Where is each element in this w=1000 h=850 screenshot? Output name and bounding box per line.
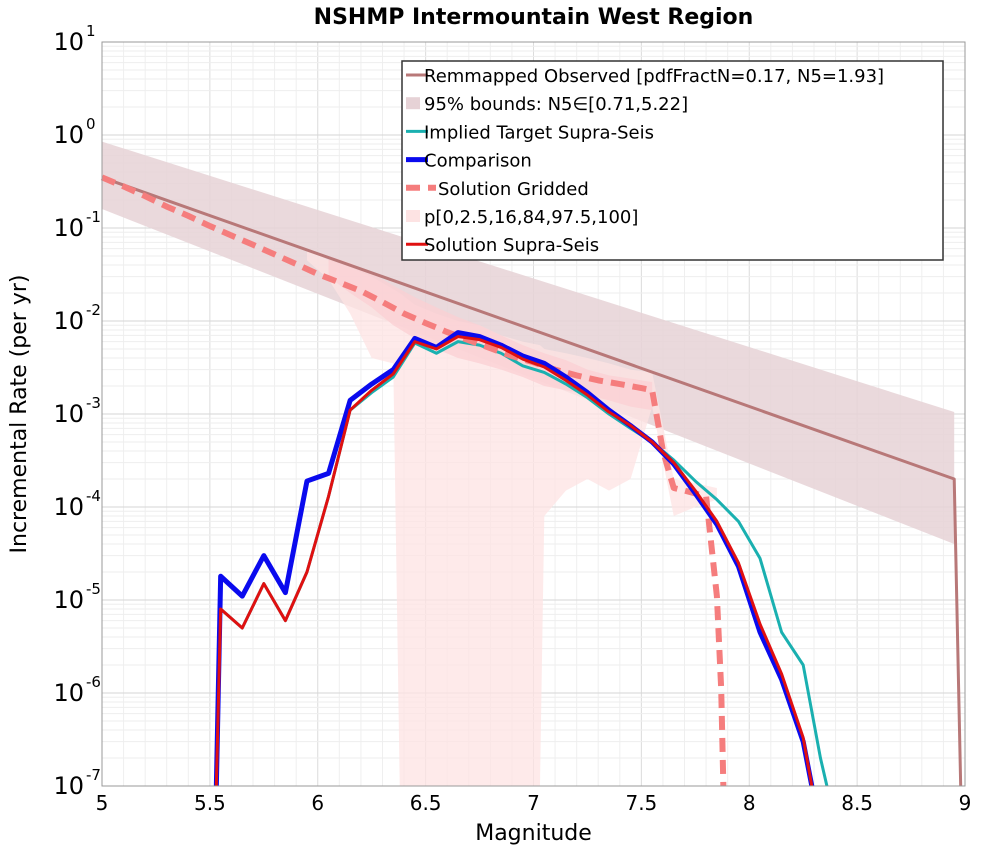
- y-tick-label: 10: [53, 28, 84, 56]
- x-tick-label: 8.5: [841, 791, 873, 815]
- series-line-2: [100, 174, 727, 787]
- legend: Remmapped Observed [pdfFractN=0.17, N5=1…: [401, 60, 944, 261]
- legend-label: Solution Gridded: [438, 179, 589, 200]
- y-tick-exponent: -5: [86, 580, 101, 598]
- legend-label: Remmapped Observed [pdfFractN=0.17, N5=1…: [424, 66, 884, 87]
- y-tick-exponent: -6: [86, 673, 101, 691]
- x-tick-label: 5.5: [194, 791, 226, 815]
- y-tick-label: 10: [53, 121, 84, 149]
- x-tick-label: 5: [96, 791, 109, 815]
- plot-frame: [101, 41, 966, 787]
- x-tick-label: 7.5: [625, 791, 657, 815]
- y-tick-exponent: -4: [86, 487, 101, 505]
- legend-label: 95% bounds: N5∈[0.71,5.22]: [424, 94, 688, 115]
- y-tick-label: 10: [53, 772, 84, 800]
- series-line-4: [214, 335, 814, 787]
- y-tick-exponent: -2: [86, 301, 101, 319]
- x-tick-label: 6.5: [410, 791, 442, 815]
- y-tick-label: 10: [53, 307, 84, 335]
- y-tick-exponent: 0: [86, 115, 96, 133]
- y-tick-label: 10: [53, 214, 84, 242]
- x-axis-title: Magnitude: [475, 821, 592, 846]
- x-tick-label: 8: [743, 791, 756, 815]
- legend-swatch: [406, 210, 420, 222]
- legend-box: [401, 60, 944, 261]
- y-tick-label: 10: [53, 586, 84, 614]
- legend-label: p[0,2.5,16,84,97.5,100]: [424, 207, 638, 228]
- y-tick-exponent: 1: [86, 22, 96, 40]
- y-tick-exponent: -3: [86, 394, 101, 412]
- series-lines: [100, 174, 963, 787]
- y-tick-exponent: -1: [86, 208, 101, 226]
- series-line-0: [101, 175, 963, 787]
- x-tick-label: 7: [527, 791, 540, 815]
- chart-title: NSHMP Intermountain West Region: [314, 5, 754, 30]
- x-tick-label: 6: [311, 791, 324, 815]
- legend-swatch: [406, 97, 420, 110]
- axis-ticks: 5 5.5 6 6.5 7 7.5 8 8.5 910-710-610-510-410 -310-…: [53, 22, 971, 815]
- legend-label: Comparison: [424, 151, 532, 172]
- y-tick-exponent: -7: [86, 766, 101, 784]
- y-tick-label: 10: [53, 493, 84, 521]
- x-tick-label: 9: [959, 791, 972, 815]
- legend-label: Implied Target Supra-Seis: [424, 122, 654, 143]
- legend-label: Solution Supra-Seis: [424, 235, 599, 256]
- y-axis-title: Incremental Rate (per yr): [7, 275, 32, 554]
- y-tick-label: 10: [53, 679, 84, 707]
- y-tick-label: 10: [53, 400, 84, 428]
